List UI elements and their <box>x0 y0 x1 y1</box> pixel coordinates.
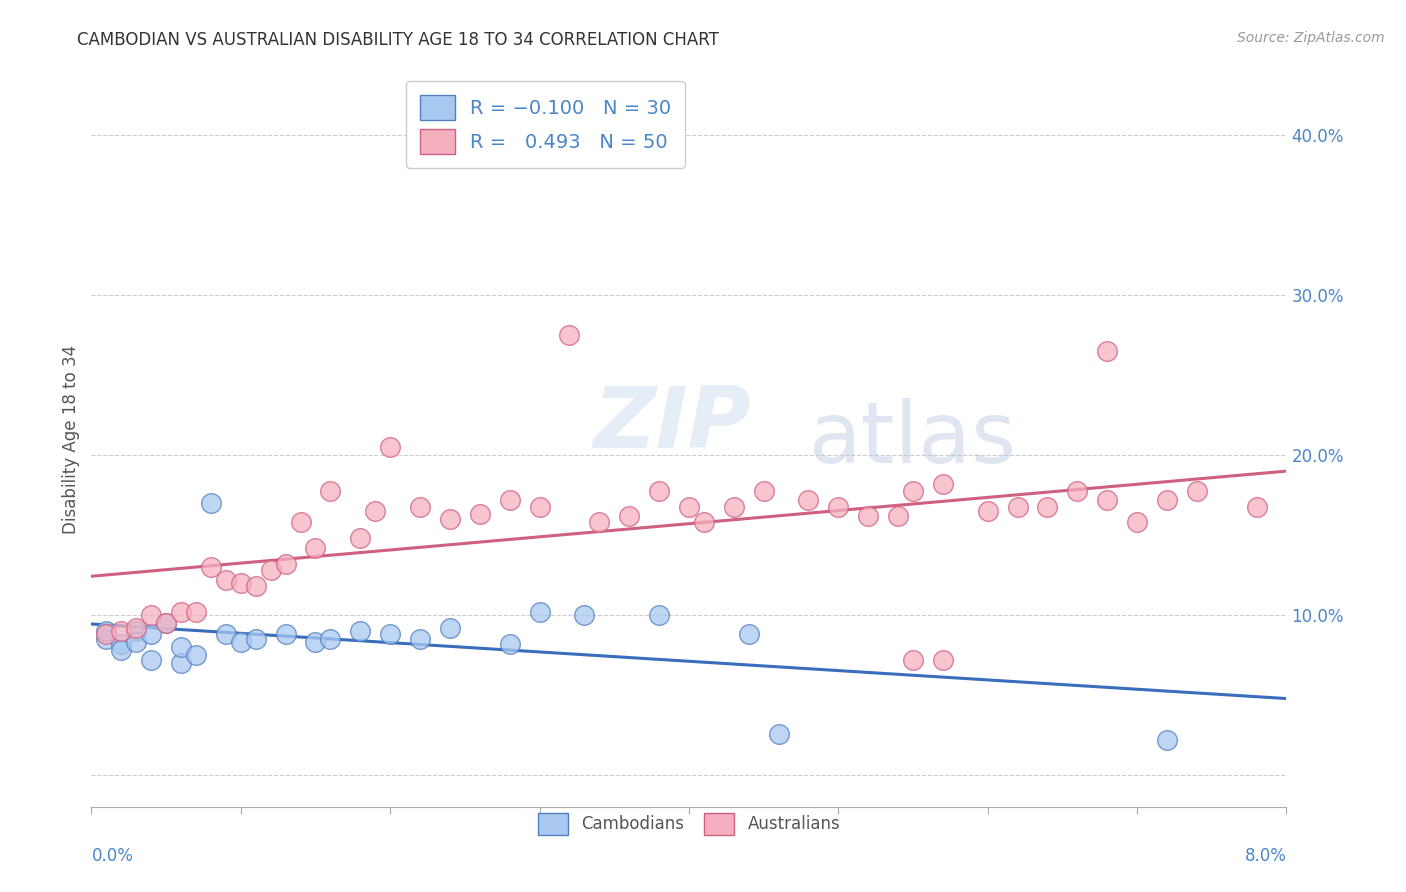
Point <box>856 509 880 524</box>
Point <box>887 509 910 524</box>
Point <box>184 605 207 619</box>
Point <box>529 605 551 619</box>
Point <box>439 621 461 635</box>
Point <box>274 627 297 641</box>
Point <box>1156 733 1178 747</box>
Point <box>274 557 297 571</box>
Point <box>901 483 924 498</box>
Point <box>574 608 596 623</box>
Point <box>141 653 162 667</box>
Point <box>932 477 955 491</box>
Point <box>409 500 432 514</box>
Point <box>768 726 790 740</box>
Point <box>1156 493 1178 508</box>
Text: 0.0%: 0.0% <box>91 847 134 865</box>
Text: Source: ZipAtlas.com: Source: ZipAtlas.com <box>1237 31 1385 45</box>
Point <box>648 608 671 623</box>
Point <box>827 500 849 514</box>
Point <box>155 616 177 631</box>
Point <box>245 632 267 647</box>
Point <box>245 580 267 594</box>
Point <box>723 500 745 514</box>
Point <box>678 500 700 514</box>
Point <box>304 541 326 555</box>
Text: 8.0%: 8.0% <box>1244 847 1286 865</box>
Point <box>378 627 402 641</box>
Point <box>170 657 193 671</box>
Point <box>1066 483 1088 498</box>
Point <box>468 508 491 522</box>
Point <box>96 624 118 639</box>
Point <box>409 632 432 647</box>
Point <box>125 621 148 635</box>
Point <box>1007 500 1029 514</box>
Point <box>155 616 177 631</box>
Point <box>215 627 238 641</box>
Point <box>170 605 193 619</box>
Point <box>797 493 820 508</box>
Point <box>558 328 581 343</box>
Point <box>110 643 132 657</box>
Text: CAMBODIAN VS AUSTRALIAN DISABILITY AGE 18 TO 34 CORRELATION CHART: CAMBODIAN VS AUSTRALIAN DISABILITY AGE 1… <box>77 31 720 49</box>
Point <box>1126 516 1149 530</box>
Y-axis label: Disability Age 18 to 34: Disability Age 18 to 34 <box>62 344 80 534</box>
Point <box>304 635 326 649</box>
Point <box>378 440 402 454</box>
Point <box>110 637 132 651</box>
Point <box>110 624 132 639</box>
Point <box>752 483 775 498</box>
Point <box>184 648 207 663</box>
Point <box>1185 483 1208 498</box>
Point <box>259 564 281 578</box>
Point <box>439 512 461 526</box>
Point <box>349 624 371 639</box>
Point <box>349 532 371 546</box>
Point <box>498 637 520 651</box>
Point <box>1097 344 1119 359</box>
Point <box>96 632 118 647</box>
Point <box>170 640 193 655</box>
Point <box>617 509 640 524</box>
Point <box>529 500 551 514</box>
Point <box>319 483 342 498</box>
Point <box>364 504 387 518</box>
Point <box>229 635 252 649</box>
Point <box>901 653 924 667</box>
Point <box>125 624 148 639</box>
Point <box>1246 500 1268 514</box>
Text: atlas: atlas <box>808 398 1017 481</box>
Point <box>1097 493 1119 508</box>
Point <box>498 493 520 508</box>
Point <box>215 573 238 587</box>
Point <box>588 516 610 530</box>
Point <box>976 504 998 518</box>
Point <box>1036 500 1059 514</box>
Point <box>141 627 162 641</box>
Point <box>200 560 222 574</box>
Point <box>693 516 716 530</box>
Point <box>319 632 342 647</box>
Point <box>648 483 671 498</box>
Point <box>141 608 162 623</box>
Legend: Cambodians, Australians: Cambodians, Australians <box>530 805 848 843</box>
Point <box>290 516 312 530</box>
Point <box>932 653 955 667</box>
Text: ZIP: ZIP <box>593 383 751 467</box>
Point <box>229 576 252 591</box>
Point <box>200 496 222 510</box>
Point <box>125 635 148 649</box>
Point <box>96 627 118 641</box>
Point <box>737 627 759 641</box>
